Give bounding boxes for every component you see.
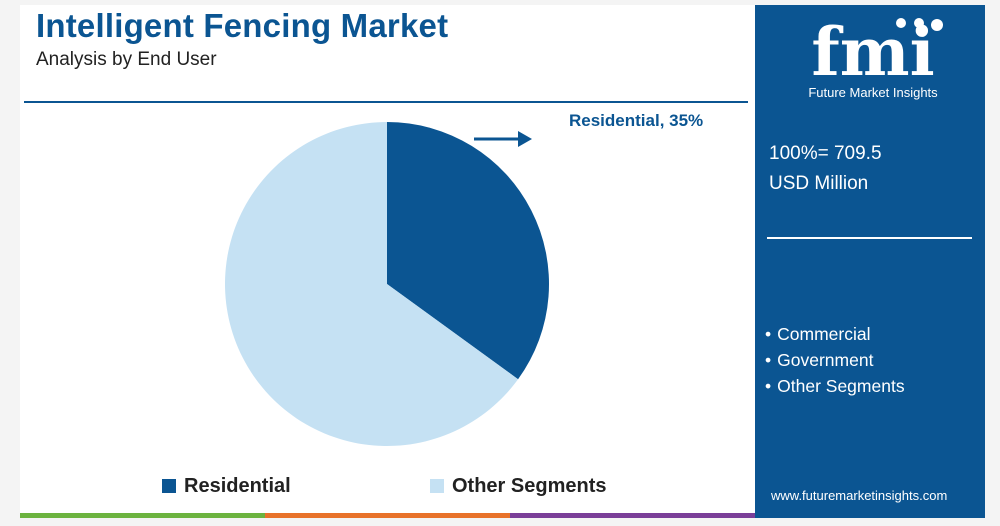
legend-label-residential: Residential <box>184 475 291 497</box>
chart-card: Intelligent Fencing Market Analysis by E… <box>20 5 985 518</box>
segment-item-other-segments: Other Segments <box>765 373 904 399</box>
residential-callout: Residential, 35% <box>569 111 704 130</box>
bottom-color-bar <box>20 513 985 518</box>
legend-item-residential: Residential <box>162 475 291 498</box>
logo-globe-icon-3 <box>931 19 943 31</box>
fmi-logo: fmi Future Market Insights <box>808 13 943 100</box>
bar-segment-blue <box>755 513 985 518</box>
segment-item-government: Government <box>765 347 905 373</box>
bar-segment-green <box>20 513 265 518</box>
legend-swatch-other-segments <box>430 479 444 493</box>
legend-label-other-segments: Other Segments <box>452 475 607 497</box>
legend-swatch-residential <box>162 479 176 493</box>
other-segments-list: Commercial Government Other Segments <box>765 321 905 399</box>
side-panel: fmi Future Market Insights 100%= 709.5 U… <box>755 5 985 518</box>
panel-divider <box>767 237 972 239</box>
market-total-value: 100%= 709.5 <box>769 143 882 164</box>
legend-item-other-segments: Other Segments <box>430 475 606 498</box>
segment-item-commercial: Commercial <box>765 321 905 347</box>
pie-slice-other-segments <box>224 122 519 447</box>
bar-segment-orange <box>265 513 510 518</box>
logo-globe-icon <box>896 18 906 28</box>
logo-globe-icon-2 <box>914 18 924 28</box>
bar-segment-purple <box>510 513 755 518</box>
chart-subtitle: Analysis by End User <box>36 49 217 70</box>
pie-slice-residential <box>387 122 549 380</box>
callout-arrow-icon <box>518 131 532 147</box>
market-total-unit: USD Million <box>769 173 869 194</box>
chart-title: Intelligent Fencing Market <box>36 7 449 44</box>
market-total: 100%= 709.5 USD Million <box>769 139 882 199</box>
logo-text: fmi <box>811 13 934 91</box>
pie-chart <box>224 122 549 447</box>
website-url: www.futuremarketinsights.com <box>771 488 948 503</box>
logo-caption: Future Market Insights <box>808 85 938 100</box>
title-divider <box>24 101 748 103</box>
